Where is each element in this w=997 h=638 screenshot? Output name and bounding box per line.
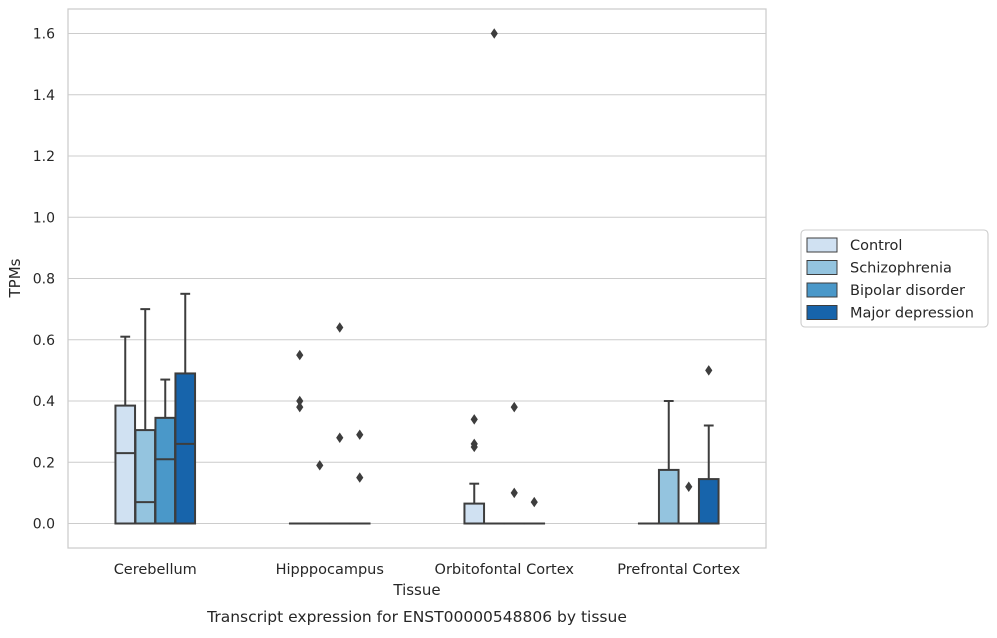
x-tick-label: Orbitofontal Cortex (435, 562, 575, 578)
outlier-point (356, 429, 363, 439)
legend-swatch (807, 283, 837, 297)
x-tick-label: Cerebellum (114, 562, 197, 578)
y-tick-label: 1.2 (33, 149, 55, 165)
legend-label: Bipolar disorder (850, 283, 965, 299)
legend-swatch (807, 261, 837, 275)
outlier-point (356, 472, 363, 482)
box-bipolar-disorder (679, 482, 699, 524)
y-tick-labels: 0.0 0.2 0.4 0.6 0.8 1.0 1.2 1.4 1.6 (33, 27, 55, 533)
box-major-depression (175, 294, 195, 524)
outlier-point (685, 482, 692, 492)
chart-caption: Transcript expression for ENST0000054880… (206, 608, 627, 626)
box-major-depression (699, 365, 719, 523)
box-body (115, 406, 135, 524)
x-tick-label: Hipppocampus (276, 562, 384, 578)
box-control (290, 350, 310, 524)
y-tick-label: 0.0 (33, 517, 55, 533)
legend: Control Schizophrenia Bipolar disorder Majo… (801, 230, 988, 327)
y-tick-label: 1.6 (33, 27, 55, 43)
outlier-point (511, 402, 518, 412)
box-body (659, 470, 679, 524)
legend-label: Major depression (850, 306, 974, 322)
y-tick-label: 0.8 (33, 272, 55, 288)
y-tick-label: 1.4 (33, 88, 55, 104)
outlier-point (316, 460, 323, 470)
box-schizophrenia (484, 28, 504, 523)
legend-swatch (807, 238, 837, 252)
legend-swatch (807, 306, 837, 320)
outlier-point (296, 402, 303, 412)
box-schizophrenia (310, 460, 330, 523)
y-tick-label: 1.0 (33, 210, 55, 226)
y-axis-label: TPMs (6, 258, 24, 298)
box-body (155, 418, 175, 524)
y-tick-label: 0.2 (33, 455, 55, 471)
box-schizophrenia (135, 309, 155, 523)
box-control (115, 337, 135, 524)
y-tick-label: 0.6 (33, 333, 55, 349)
box-layer (115, 28, 718, 523)
box-bipolar-disorder (330, 322, 350, 523)
box-body (135, 430, 155, 523)
legend-label: Control (850, 238, 902, 254)
outlier-point (531, 497, 538, 507)
box-body (175, 373, 195, 523)
x-tick-labels: Cerebellum Hipppocampus Orbitofontal Corte… (114, 562, 741, 578)
outlier-point (336, 433, 343, 443)
outlier-point (705, 365, 712, 375)
outlier-point (296, 350, 303, 360)
x-tick-label: Prefrontal Cortex (617, 562, 740, 578)
box-body (699, 479, 719, 523)
outlier-point (471, 414, 478, 424)
box-major-depression (350, 429, 370, 523)
legend-label: Schizophrenia (850, 261, 952, 277)
y-tick-label: 0.4 (33, 394, 55, 410)
box-major-depression (524, 497, 544, 524)
outlier-point (336, 322, 343, 332)
outlier-point (491, 28, 498, 38)
x-axis-label: Tissue (392, 581, 440, 599)
box-body (464, 504, 484, 524)
outlier-point (511, 488, 518, 498)
box-control (464, 414, 484, 523)
